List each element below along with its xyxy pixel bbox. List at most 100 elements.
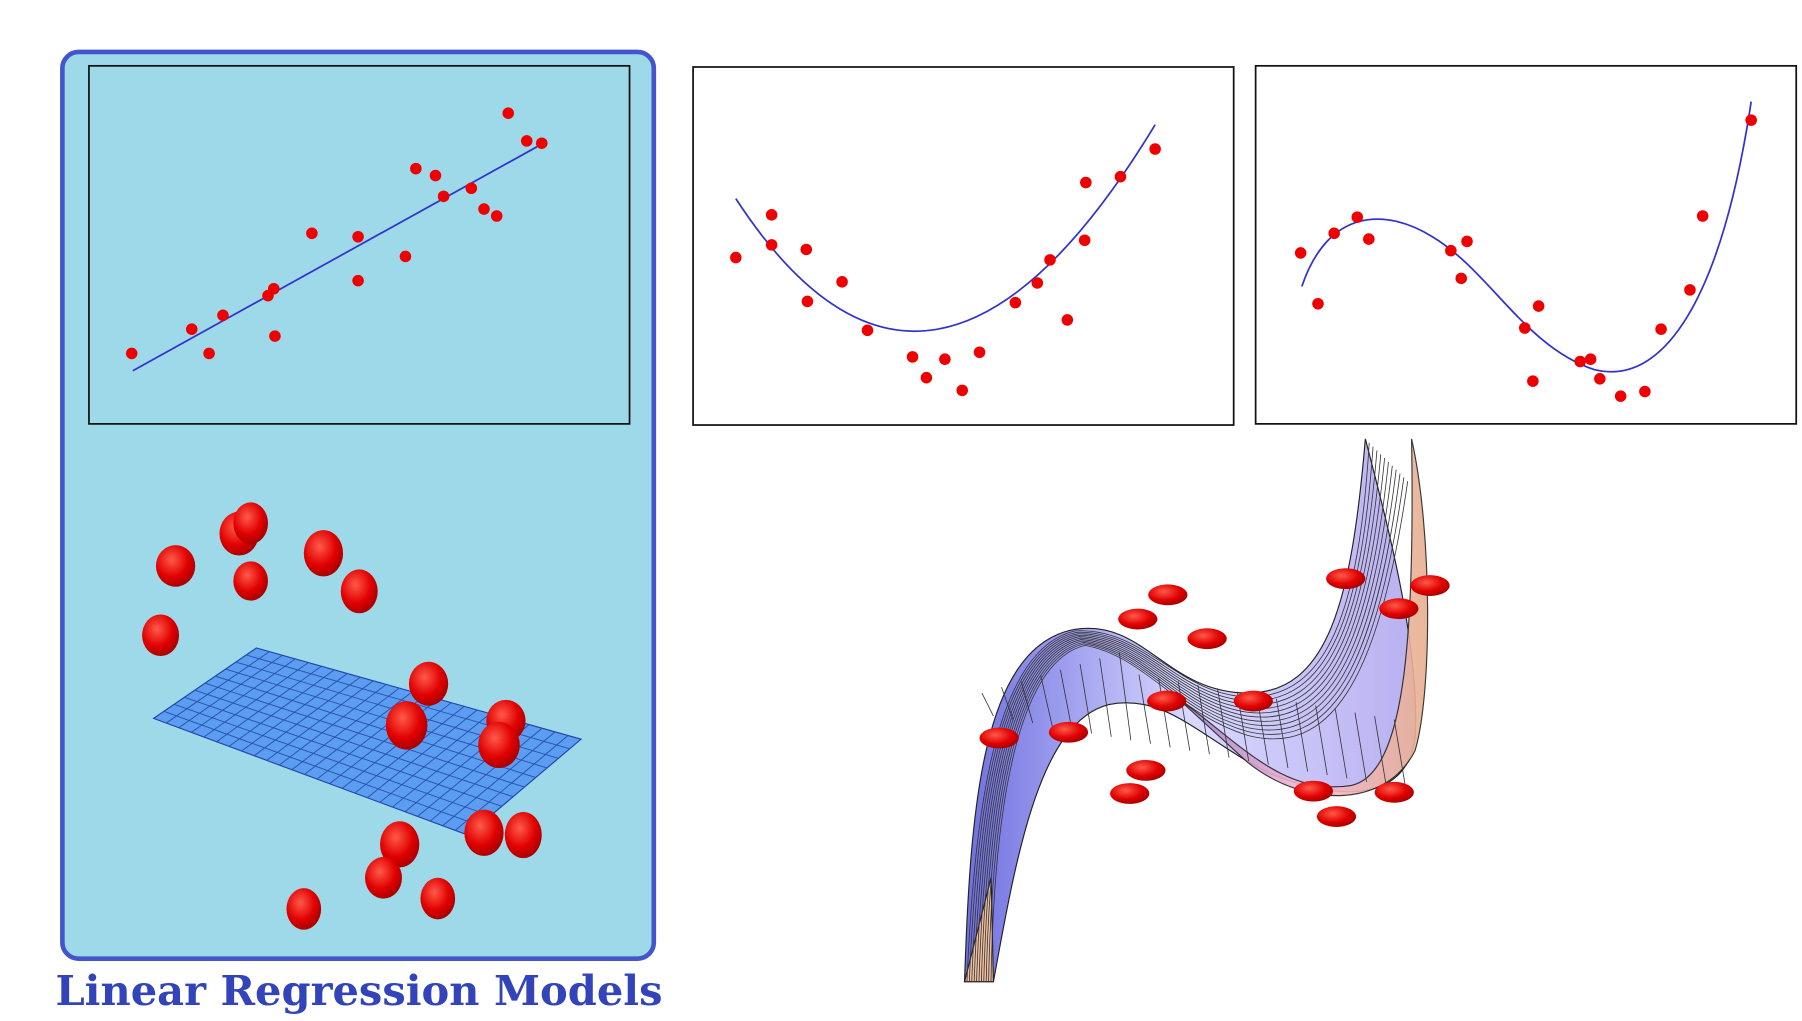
sphere: [420, 877, 456, 920]
grid-line: [1060, 669, 1073, 731]
point: [306, 227, 318, 240]
scatter-points: [730, 143, 1161, 397]
point: [800, 243, 813, 256]
point: [1149, 143, 1161, 155]
point: [185, 323, 198, 335]
point: [1080, 176, 1092, 189]
grid-line: [163, 710, 480, 826]
regression-surface: [963, 438, 1429, 983]
point: [1363, 233, 1375, 245]
grid-line: [1158, 677, 1171, 748]
grid-line: [1354, 712, 1367, 782]
sphere: [464, 809, 504, 856]
point: [939, 353, 951, 365]
point: [1461, 235, 1473, 248]
point: [399, 250, 412, 263]
grid-line: [204, 682, 525, 788]
point: [520, 135, 533, 147]
sphere: [1187, 628, 1227, 650]
point: [1532, 300, 1545, 312]
grid-line: [978, 461, 1389, 982]
point: [1518, 322, 1531, 334]
point: [1294, 247, 1307, 259]
grid-line: [976, 458, 1386, 982]
point: [267, 282, 280, 295]
sphere: [1410, 575, 1450, 596]
point: [1594, 373, 1606, 385]
grid-line: [1197, 684, 1210, 755]
sphere: [1326, 568, 1366, 590]
point: [1655, 323, 1667, 335]
point: [1445, 244, 1457, 257]
point: [973, 346, 986, 359]
grid-line: [971, 450, 1378, 982]
grid-line: [1001, 687, 1014, 720]
sphere: [1316, 806, 1357, 827]
point: [730, 251, 742, 264]
point: [465, 182, 478, 195]
point: [352, 274, 364, 287]
scatter-points: [125, 107, 548, 360]
point: [765, 239, 778, 251]
plot-frame: [1254, 64, 1798, 425]
sphere: [233, 561, 268, 601]
point: [1328, 227, 1340, 240]
point: [203, 347, 215, 360]
grid-line: [1334, 709, 1348, 779]
grid-line: [1217, 688, 1230, 758]
point: [1527, 375, 1539, 387]
sphere: [408, 661, 449, 706]
point: [765, 209, 778, 221]
point: [1639, 385, 1651, 398]
point: [490, 210, 503, 222]
point: [1312, 297, 1324, 310]
point: [836, 276, 848, 288]
sphere: [1110, 783, 1150, 804]
grid-line: [184, 696, 502, 807]
grid-line: [1315, 705, 1328, 776]
grid-line: [981, 692, 994, 717]
grid-line: [1020, 681, 1034, 724]
point: [1574, 355, 1586, 368]
sphere: [1118, 608, 1158, 630]
grid-line: [1177, 681, 1191, 751]
sphere: [1048, 721, 1089, 743]
sphere: [365, 856, 402, 899]
point: [861, 324, 874, 337]
plot-frame: [88, 64, 631, 425]
grid-line: [985, 473, 1401, 982]
panel: [60, 49, 657, 961]
point: [352, 230, 364, 243]
sphere: [286, 888, 322, 930]
grid-line: [966, 442, 1370, 982]
grid-line: [174, 703, 491, 817]
caption: Linear Regression Models: [55, 966, 662, 1015]
grid-line: [968, 446, 1374, 982]
point: [502, 107, 515, 119]
grid-line: [983, 469, 1397, 982]
point: [410, 162, 422, 175]
grid-line: [1099, 658, 1112, 737]
grid-line: [1393, 719, 1407, 789]
fit-curve: [1301, 101, 1753, 373]
sphere: [478, 721, 520, 769]
point: [1009, 296, 1022, 309]
grid-line: [215, 675, 536, 778]
point: [1351, 211, 1364, 223]
point: [535, 137, 548, 149]
point: [1061, 314, 1074, 326]
point: [801, 295, 814, 308]
grid-line: [988, 477, 1405, 982]
grid-line: [1118, 652, 1132, 741]
sphere: [340, 569, 378, 614]
sphere: [979, 727, 1019, 749]
point: [1078, 234, 1091, 247]
sphere: [303, 530, 344, 577]
sphere: [155, 545, 196, 587]
plot-frame: [692, 66, 1235, 426]
grid-line: [1276, 698, 1289, 769]
fit-curve: [735, 124, 1156, 332]
sphere: [1126, 759, 1166, 781]
grid-line: [194, 689, 514, 798]
